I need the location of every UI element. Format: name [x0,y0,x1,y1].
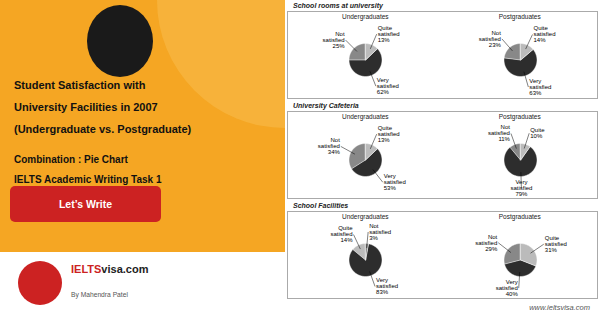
html-text:Student Satisfaction with: Student Satisfaction with [14,79,146,91]
html-text:Combination : Pie Chart: Combination : Pie Chart [14,154,128,165]
html-text:IELTS visa.com: IELTS visa.com [71,263,149,275]
svg-text:Verysatisfied63%: Verysatisfied63% [529,78,551,96]
svg-text:Quitesatisfied14%: Quitesatisfied14% [533,25,555,43]
html-text:School rooms at university: School rooms at university [293,2,383,9]
html-text:Undergraduates: Undergraduates [341,213,389,220]
html-text:University Cafeteria: University Cafeteria [293,102,359,109]
html-text:Undergraduates: Undergraduates [341,13,389,20]
html-text:School Facilities: School Facilities [293,202,349,209]
svg-text:Notsatisfied29%: Notsatisfied29% [475,234,498,252]
svg-text:Notsatisfied25%: Notsatisfied25% [323,31,346,49]
html-text:University Facilities in 2007: University Facilities in 2007 [14,101,158,113]
svg-text:Verysatisfied40%: Verysatisfied40% [495,279,518,297]
svg-text:Verysatisfied79%: Verysatisfied79% [510,179,532,197]
html-text:Postgraduates: Postgraduates [498,113,541,120]
html-text:www.ieltsvisa.com: www.ieltsvisa.com [529,303,590,312]
svg-text:Verysatisfied83%: Verysatisfied83% [376,277,398,295]
svg-text:Verysatisfied53%: Verysatisfied53% [384,173,406,191]
svg-text:Verysatisfied62%: Verysatisfied62% [377,77,399,95]
svg-text:Quitesatisfied13%: Quitesatisfied13% [378,125,400,143]
svg-text:Quite10%: Quite10% [530,127,545,139]
svg-text:Quitesatisfied14%: Quitesatisfied14% [331,225,354,243]
html-text:Undergraduates: Undergraduates [341,113,389,120]
html-text:Postgraduates: Postgraduates [498,213,541,220]
html-text:Let’s Write: Let’s Write [58,198,112,210]
html-text:(Undergraduate vs. Postgraduat: (Undergraduate vs. Postgraduate) [14,123,192,135]
svg-text:Notsatisfied11%: Notsatisfied11% [488,124,511,142]
html-text:By Mahendra Patel: By Mahendra Patel [71,291,128,298]
svg-text:Notsatisfied34%: Notsatisfied34% [318,137,341,155]
svg-text:Notsatisfied3%: Notsatisfied3% [369,223,391,241]
html-text:Postgraduates: Postgraduates [498,13,541,20]
html-text:IELTS Academic Writing Task 1: IELTS Academic Writing Task 1 [14,174,162,185]
svg-text:Quitesatisfied13%: Quitesatisfied13% [378,25,400,43]
svg-text:Notsatisfied23%: Notsatisfied23% [479,30,502,48]
svg-text:Quitesatisfied31%: Quitesatisfied31% [545,235,567,253]
